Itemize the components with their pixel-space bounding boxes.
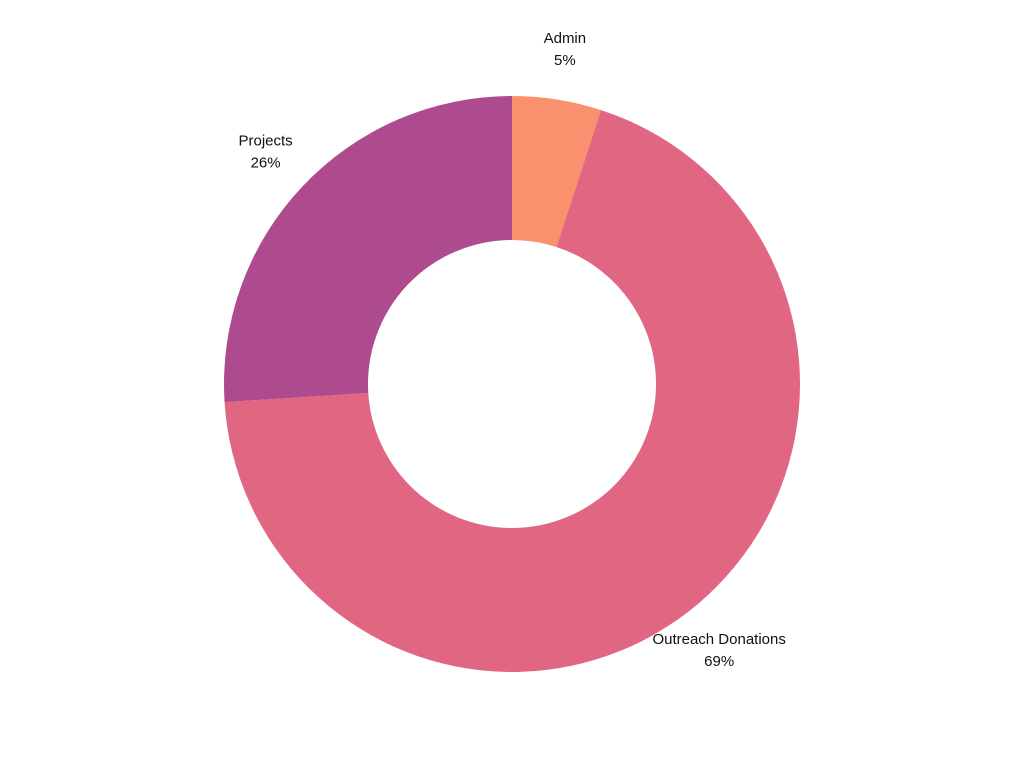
slice-value-label: 5% [554,52,576,69]
slice-label: Outreach Donations [652,631,785,648]
slice-value-label: 69% [704,653,734,670]
slice-label: Admin [544,30,587,47]
slice-value-label: 26% [251,155,281,172]
slice-label: Projects [239,133,293,150]
slice [512,96,601,248]
slice [224,110,800,672]
slice [224,96,512,403]
